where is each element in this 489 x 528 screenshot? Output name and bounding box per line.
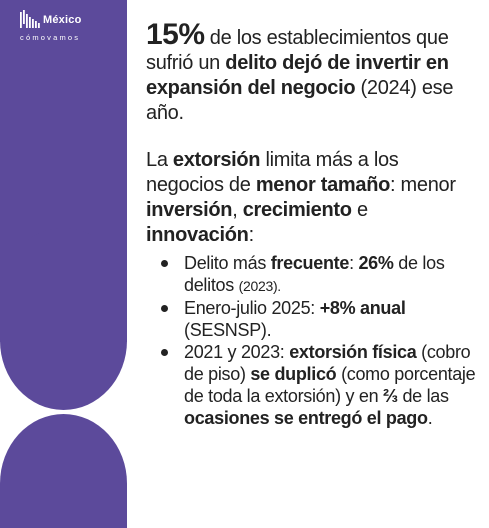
text-segment: : xyxy=(248,224,255,246)
text-segment: limita más a los negocios de xyxy=(146,149,399,196)
text-segment: de los establecimientos que sufrió un xyxy=(146,27,449,74)
year-note: (2023). xyxy=(238,278,282,294)
bold-segment: menor tamaño xyxy=(255,174,391,196)
bold-segment: se duplicó xyxy=(250,364,337,384)
paragraph-extortion: La extorsión limita más a los negocios d… xyxy=(146,148,480,248)
bold-segment: innovación xyxy=(146,224,249,246)
text-segment: e xyxy=(351,199,368,221)
text-segment: (2024) ese año. xyxy=(146,77,454,124)
bold-segment: +8% anual xyxy=(319,298,406,318)
main-content: 15% de los establecimientos que sufrió u… xyxy=(146,20,480,429)
bold-segment: extorsión xyxy=(172,149,261,171)
text-segment: (como porcentaje de toda la extorsión) y… xyxy=(184,364,476,406)
decorative-band-top xyxy=(0,0,127,410)
text-segment: Delito más xyxy=(184,253,271,273)
text-segment: : menor xyxy=(390,174,456,196)
text-segment: . xyxy=(427,408,433,428)
bars-logo-icon xyxy=(20,10,40,28)
bold-segment: crecimiento xyxy=(242,199,352,221)
text-segment: (cobro de piso) xyxy=(184,342,471,384)
bold-segment: ⅔ xyxy=(383,386,398,406)
text-segment: (SESNSP). xyxy=(184,320,272,340)
list-item: Enero-julio 2025: +8% anual (SESNSP). xyxy=(161,297,480,341)
list-item: Delito más frecuente: 26% de los delitos… xyxy=(161,252,480,297)
text-segment: 2021 y 2023: xyxy=(184,342,290,362)
bold-segment: ocasiones se entregó el pago xyxy=(184,408,428,428)
text-segment: La xyxy=(146,149,173,171)
text-segment: : xyxy=(349,253,359,273)
logo-tagline: cómovamos xyxy=(20,33,81,42)
bold-segment: extorsión física xyxy=(289,342,417,362)
stat-value: 15% xyxy=(146,18,205,51)
logo-name: México xyxy=(43,14,82,26)
text-segment: Enero-julio 2025: xyxy=(184,298,320,318)
text-segment: de las xyxy=(397,386,449,406)
paragraph-investment: 15% de los establecimientos que sufrió u… xyxy=(146,20,480,126)
bold-segment: frecuente xyxy=(270,253,350,273)
bold-segment: inversión xyxy=(146,199,233,221)
list-item: 2021 y 2023: extorsión física (cobro de … xyxy=(161,341,480,429)
mexico-como-vamos-logo: México cómovamos xyxy=(20,9,110,49)
text-segment: , xyxy=(232,199,243,221)
decorative-band-middle xyxy=(0,228,127,342)
bold-segment: 26% xyxy=(358,253,394,273)
text-segment: de los delitos xyxy=(184,253,445,295)
bold-segment: delito dejó de invertir en expansión del… xyxy=(146,52,449,99)
decorative-band-bottom xyxy=(0,414,127,528)
bullet-list: Delito más frecuente: 26% de los delitos… xyxy=(146,252,480,429)
